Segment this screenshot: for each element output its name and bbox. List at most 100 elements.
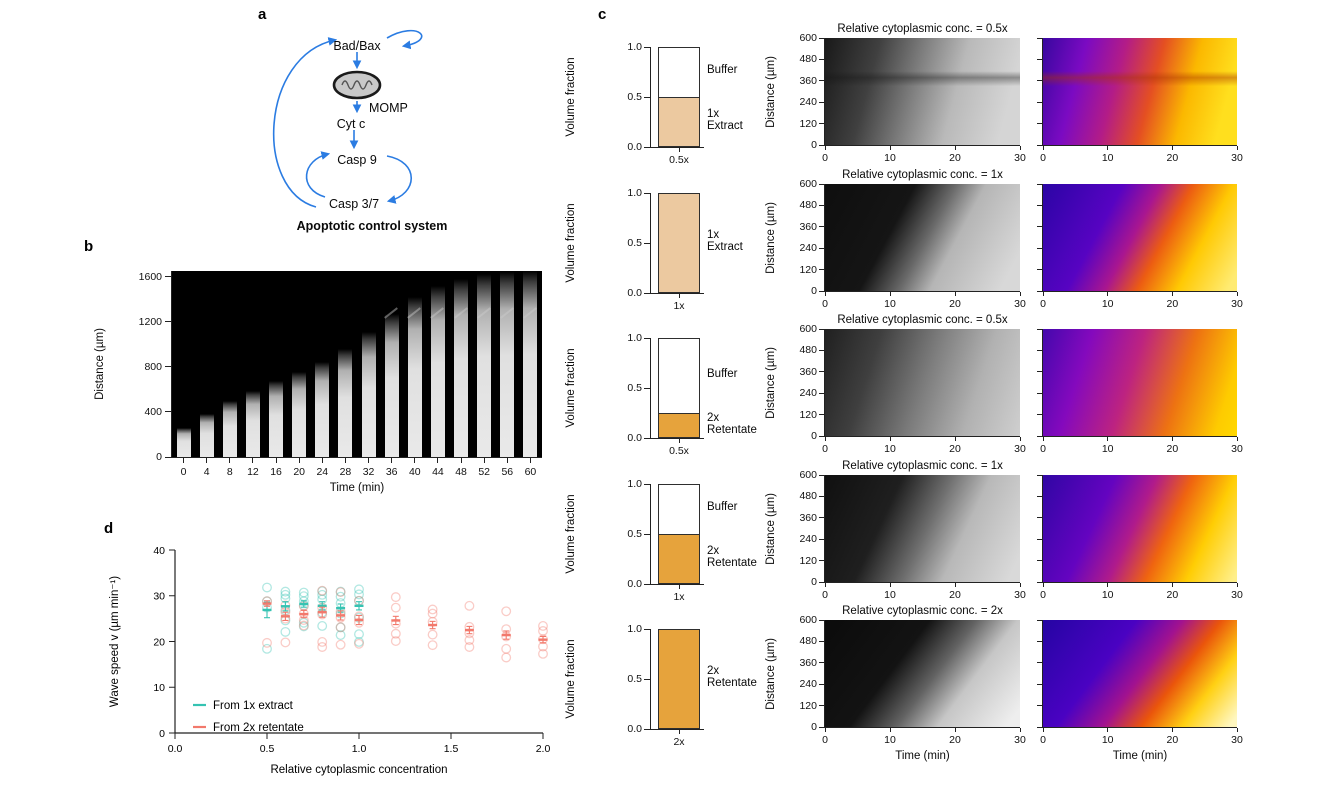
volume-fraction-ylabel: Volume fraction [565,639,577,719]
kymograph-ytick [165,411,171,413]
volume-fraction-bottom-spine [650,293,704,294]
kymograph-stripe [292,372,307,457]
heatmap-ytick [819,349,824,351]
volume-fraction-ytick [644,337,650,339]
volume-fraction-ytick [644,192,650,194]
heatmap-xtick [824,292,826,296]
heatmap-ytick [1037,123,1042,125]
scatter-xtick-label: 1.0 [352,743,367,755]
kymograph-stripe [477,274,492,457]
volume-fraction-ytick [644,292,650,294]
heatmap-xtick-label: 30 [1231,152,1243,164]
heatmap-ylabel: Distance (µm) [765,55,777,128]
heatmap-ytick [819,204,824,206]
node-bad-bax: Bad/Bax [333,39,381,53]
heatmap-ytick [1037,560,1042,562]
badbax-self-loop-arrow [386,29,423,50]
volume-fraction-ytick [644,46,650,48]
heatmap-ytick-label: 120 [799,699,817,712]
kymograph-stripe [338,348,353,457]
scatter-point [464,600,475,611]
volume-fraction-left-spine [650,338,651,438]
kymograph-ytick-label: 0 [156,451,162,463]
heatmap-ytick [819,538,824,540]
kymograph-color-heatmap [1043,38,1237,145]
scatter-ytick-label: 20 [153,636,165,648]
bar-annotation-content: 2x Retentate [707,665,757,689]
heatmap-ytick [1037,226,1042,228]
scatter-point [280,586,291,597]
heatmap-xtick [1019,146,1021,150]
scatter-point [354,629,364,640]
heatmap-bottom-spine [824,727,1020,728]
kymograph-xtick-label: 8 [226,466,233,478]
scatter-point [427,629,438,640]
heatmap-ytick [1037,705,1042,707]
heatmap-xtick-label: 10 [1101,443,1114,455]
heatmap-ytick-label: 600 [799,614,817,626]
volume-fraction-ytick [644,387,650,389]
kymograph-xtick-label: 12 [247,466,259,478]
kymograph-xtick [483,458,485,463]
heatmap-left-spine [824,184,825,291]
heatmap-title: Relative cytoplasmic conc. = 1x [842,169,1003,181]
heatmap-xtick [889,146,891,150]
heatmap-ytick [819,80,824,82]
heatmap-ytick [1037,619,1042,621]
heatmap-ytick [819,640,824,642]
kymograph-xtick-label: 32 [362,466,375,478]
heatmap-ytick [1037,290,1042,292]
heatmap-xtick-label: 10 [1101,734,1114,746]
scatter-point [354,584,364,595]
heatmap-left-spine [824,329,825,436]
kymograph-xtick-label: 28 [339,466,352,478]
kymograph-stripe [430,285,445,457]
heatmap-xtick [1171,583,1173,587]
volume-fraction-xtick-label: 1x [673,300,685,312]
heatmap-ytick-label: 360 [799,74,817,87]
heatmap-ytick [819,683,824,685]
heatmap-ytick [819,290,824,292]
heatmap-left-spine [824,38,825,145]
scatter-xtick-label: 0.0 [168,743,183,755]
heatmap-ytick [819,58,824,60]
kymograph-gray-heatmap [825,475,1020,582]
kymograph-xtick-label: 0 [180,466,187,478]
heatmap-ytick [1037,495,1042,497]
kymograph-xtick [344,458,346,463]
heatmap-xtick-label: 10 [884,152,896,164]
apoptosis-network-diagram: Bad/Bax MOMP Cyt c Casp 9 Casp 3/7 Apopt… [272,29,448,233]
kymograph-xtick-label: 56 [501,466,514,478]
kymograph-gray-heatmap [825,38,1020,145]
heatmap-xtick-label: 0 [1040,152,1046,164]
scatter-point [354,589,364,600]
volume-fraction-ytick-label: 0.0 [627,287,642,299]
scatter-point [501,652,512,663]
heatmap-xtick-label: 0 [822,734,828,746]
bar-annotation-buffer: Buffer [707,501,738,513]
volume-fraction-bar [658,629,700,729]
heatmap-ylabel: Distance (µm) [765,201,777,274]
heatmap-ytick-label: 360 [799,656,817,669]
heatmap-xtick [1107,292,1109,296]
heatmap-ytick [819,726,824,728]
kymograph-xtick [183,458,185,463]
volume-fraction-ytick [644,533,650,535]
volume-fraction-ytick [644,146,650,148]
scatter-ytick-label: 40 [153,545,165,557]
heatmap-xtick-label: 0 [822,152,828,164]
kymograph-stripe [222,400,237,457]
volume-fraction-ytick [644,678,650,680]
bar-annotation-content: 1x Extract [707,108,743,132]
panel-letter-c: c [598,6,607,23]
heatmap-ytick [1037,538,1042,540]
heatmap-ytick-label: 480 [799,635,817,648]
panel-a-caption: Apoptotic control system [297,219,448,233]
heatmap-bottom-spine [1042,727,1237,728]
scatter-point [335,639,346,650]
kymograph-color-heatmap [1043,329,1237,436]
panel-letter-a: a [258,6,267,23]
heatmap-bottom-spine [824,145,1020,146]
heatmap-xtick [1042,583,1044,587]
heatmap-ytick-label: 360 [799,511,817,524]
